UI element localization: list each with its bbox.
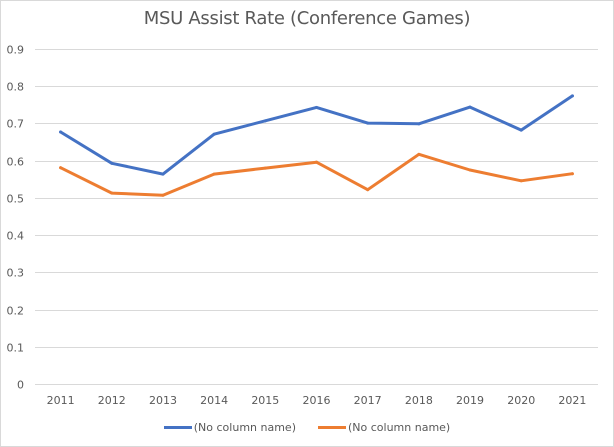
x-tick-label: 2013 bbox=[149, 394, 177, 407]
data-point-series-2[interactable] bbox=[59, 166, 63, 170]
data-point-series-1[interactable] bbox=[417, 122, 421, 126]
y-tick-label: 0.4 bbox=[7, 230, 25, 243]
data-point-series-2[interactable] bbox=[212, 172, 216, 176]
legend-swatch-series-1 bbox=[163, 426, 192, 429]
data-point-series-1[interactable] bbox=[110, 161, 114, 165]
gridlines bbox=[35, 49, 598, 385]
data-point-series-1[interactable] bbox=[570, 94, 574, 98]
data-point-series-2[interactable] bbox=[468, 168, 472, 172]
y-tick-label: 0.9 bbox=[7, 44, 25, 57]
x-tick-label: 2012 bbox=[98, 394, 126, 407]
x-tick-label: 2021 bbox=[558, 394, 586, 407]
legend-item-series-1[interactable]: (No column name) bbox=[163, 421, 296, 434]
data-point-series-2[interactable] bbox=[263, 166, 267, 170]
x-axis-ticks: 2011 2012 2013 2014 2015 2016 2017 2018 2019 2020… bbox=[47, 394, 587, 407]
data-point-series-1[interactable] bbox=[59, 130, 63, 134]
y-tick-label: 0.6 bbox=[7, 156, 25, 169]
data-point-series-1[interactable] bbox=[161, 172, 165, 176]
data-point-series-2[interactable] bbox=[519, 179, 523, 183]
data-point-series-1[interactable] bbox=[263, 119, 267, 123]
x-tick-label: 2011 bbox=[47, 394, 75, 407]
y-axis-ticks: 0 0.1 0.2 0.3 0.4 0.5 0.6 0.7 0.8 0.9 bbox=[7, 44, 25, 392]
x-tick-label: 2014 bbox=[200, 394, 228, 407]
data-point-series-1[interactable] bbox=[366, 121, 370, 125]
chart-title: MSU Assist Rate (Conference Games) bbox=[143, 8, 471, 29]
y-tick-label: 0.7 bbox=[7, 118, 25, 131]
data-point-series-1[interactable] bbox=[315, 105, 318, 109]
y-tick-label: 0.8 bbox=[7, 81, 25, 94]
data-point-series-2[interactable] bbox=[570, 172, 574, 176]
legend-label-series-2: (No column name) bbox=[348, 421, 451, 434]
legend: (No column name) (No column name) bbox=[0, 421, 614, 434]
data-point-series-1[interactable] bbox=[519, 128, 523, 132]
y-tick-label: 0.3 bbox=[7, 267, 25, 280]
y-tick-label: 0.2 bbox=[7, 305, 25, 318]
data-point-series-2[interactable] bbox=[161, 193, 165, 197]
y-tick-label: 0 bbox=[17, 379, 24, 392]
data-point-series-2[interactable] bbox=[110, 191, 114, 195]
data-point-series-1[interactable] bbox=[468, 105, 472, 109]
data-point-series-2[interactable] bbox=[417, 152, 421, 156]
x-tick-label: 2018 bbox=[405, 394, 433, 407]
x-tick-label: 2020 bbox=[507, 394, 535, 407]
y-tick-label: 0.5 bbox=[7, 193, 25, 206]
x-tick-label: 2016 bbox=[303, 394, 331, 407]
series-lines bbox=[59, 94, 574, 197]
x-tick-label: 2017 bbox=[354, 394, 382, 407]
legend-item-series-2[interactable]: (No column name) bbox=[318, 421, 450, 434]
series-line-2[interactable] bbox=[59, 152, 574, 197]
data-point-series-2[interactable] bbox=[315, 160, 318, 164]
x-tick-label: 2019 bbox=[456, 394, 484, 407]
x-tick-label: 2015 bbox=[251, 394, 279, 407]
legend-swatch-series-2 bbox=[318, 426, 346, 429]
data-point-series-1[interactable] bbox=[212, 132, 216, 136]
y-tick-label: 0.1 bbox=[7, 342, 25, 355]
legend-label-series-1: (No column name) bbox=[193, 421, 296, 434]
data-point-series-2[interactable] bbox=[366, 188, 370, 192]
